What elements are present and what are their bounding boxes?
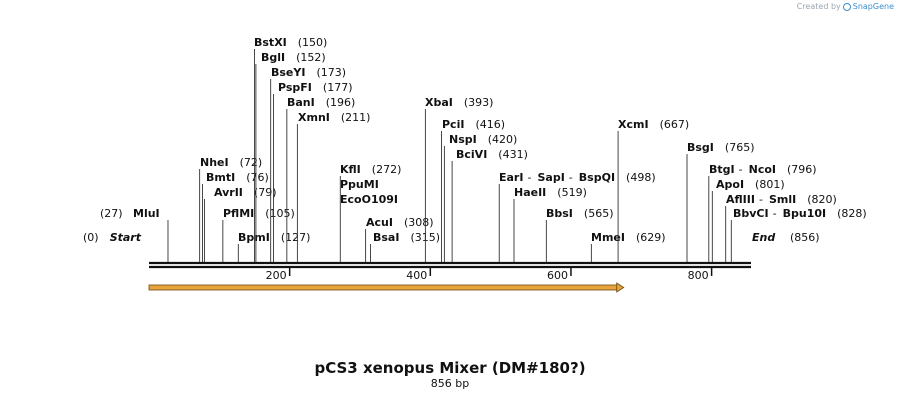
site-position: (211): [341, 111, 371, 124]
site-name: EcoO109I: [340, 193, 398, 206]
site-position: (420): [488, 133, 518, 146]
site-name: AcuI: [366, 216, 393, 229]
end-label: End: [752, 231, 775, 244]
site-name: BglI: [261, 51, 285, 64]
site-position: (416): [475, 118, 505, 131]
site-name: BbsI: [546, 207, 573, 220]
site-name: NheI: [200, 156, 229, 169]
site-name: XmnI: [298, 111, 330, 124]
site-name: BstXI: [254, 36, 287, 49]
end-position: (856): [790, 231, 820, 244]
feature-arrow-body: [148, 284, 619, 291]
site-position: (105): [265, 207, 295, 220]
feature-arrow-head: [616, 282, 625, 293]
site-name: PflMI: [223, 207, 254, 220]
site-separator: -: [773, 207, 777, 220]
site-name: PpuMI: [340, 178, 379, 191]
site-separator: -: [527, 171, 531, 184]
site-name: BspQI: [579, 171, 615, 184]
site-position: (565): [584, 207, 614, 220]
site-position: (150): [298, 36, 328, 49]
site-position: (272): [372, 163, 402, 176]
site-position: (431): [498, 148, 528, 161]
site-name: XcmI: [618, 118, 649, 131]
site-separator: -: [759, 193, 763, 206]
site-position: (196): [326, 96, 356, 109]
site-name: MmeI: [591, 231, 625, 244]
site-name: PciI: [442, 118, 464, 131]
snapgene-credit: Created by SnapGene: [797, 2, 894, 11]
start-position: (0): [83, 231, 99, 244]
site-position: (519): [557, 186, 587, 199]
site-position: (393): [464, 96, 494, 109]
snapgene-logo-icon: [842, 2, 851, 11]
axis-tick-label: 800: [688, 269, 709, 282]
site-name: Bpu10I: [783, 207, 827, 220]
site-name: BsaI: [373, 231, 399, 244]
site-position: (828): [837, 207, 867, 220]
site-position: (796): [787, 163, 817, 176]
site-name: MluI: [133, 207, 160, 220]
site-name: BpmI: [238, 231, 270, 244]
site-name: AvrII: [214, 186, 243, 199]
site-position: (173): [316, 66, 346, 79]
site-name: NspI: [449, 133, 477, 146]
site-position: (765): [725, 141, 755, 154]
site-name: BanI: [287, 96, 315, 109]
credit-prefix: Created by: [796, 2, 841, 11]
site-position: (820): [807, 193, 837, 206]
site-name: BsgI: [687, 141, 714, 154]
site-name: BtgI: [709, 163, 735, 176]
site-name: BbvCI: [733, 207, 769, 220]
site-name: PspFI: [278, 81, 312, 94]
site-separator: -: [739, 163, 743, 176]
credit-brand: SnapGene: [852, 2, 894, 11]
site-name: EarI: [499, 171, 523, 184]
axis-tick-label: 400: [406, 269, 427, 282]
site-position: (667): [660, 118, 690, 131]
site-position: (498): [626, 171, 656, 184]
map-length-label: 856 bp: [430, 377, 470, 390]
site-position: (308): [404, 216, 434, 229]
site-position: (27): [100, 207, 123, 220]
site-position: (76): [246, 171, 269, 184]
site-name: HaeII: [514, 186, 546, 199]
site-separator: -: [569, 171, 573, 184]
site-position: (72): [240, 156, 263, 169]
site-name: NcoI: [749, 163, 776, 176]
site-name: KflI: [340, 163, 361, 176]
site-name: AflIII: [726, 193, 755, 206]
site-position: (127): [281, 231, 311, 244]
site-name: BseYI: [271, 66, 305, 79]
axis-tick-label: 200: [266, 269, 287, 282]
site-position: (629): [636, 231, 666, 244]
map-title: pCS3 xenopus Mixer (DM#180?): [314, 359, 586, 377]
start-label: Start: [110, 231, 142, 244]
site-position: (801): [755, 178, 785, 191]
site-name: BciVI: [456, 148, 487, 161]
site-name: SmlI: [769, 193, 796, 206]
site-name: ApoI: [716, 178, 744, 191]
site-position: (152): [296, 51, 326, 64]
site-name: XbaI: [425, 96, 453, 109]
axis-tick-label: 600: [547, 269, 568, 282]
site-name: SapI: [537, 171, 564, 184]
site-position: (177): [323, 81, 353, 94]
site-name: BmtI: [206, 171, 235, 184]
